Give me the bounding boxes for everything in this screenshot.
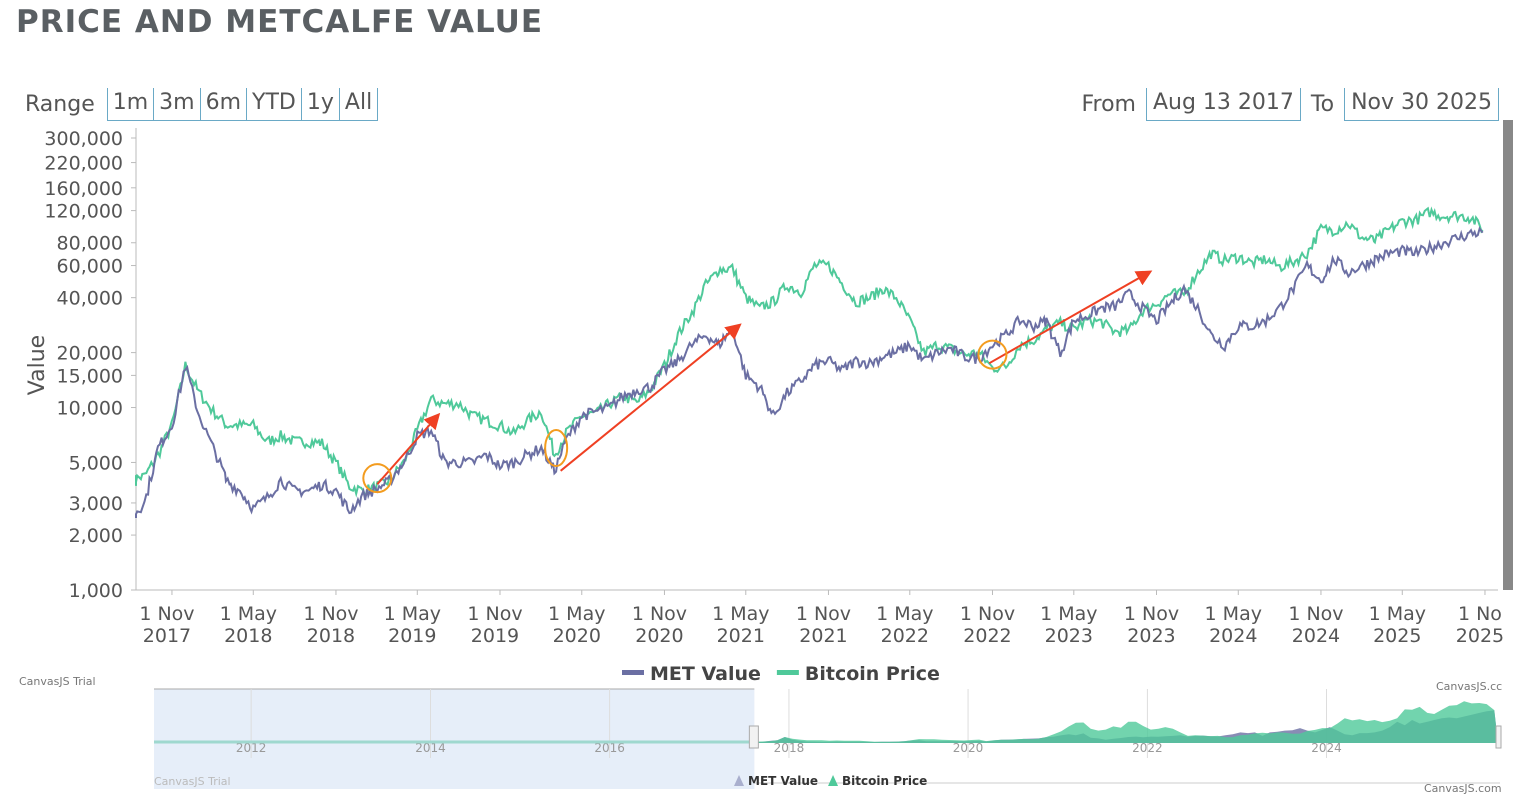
to-date-input[interactable]: Nov 30 2025 bbox=[1344, 88, 1499, 121]
from-label: From bbox=[1081, 92, 1136, 117]
range-button-3m[interactable]: 3m bbox=[153, 88, 200, 121]
y-axis-label: Value bbox=[25, 335, 50, 395]
scrollbar[interactable] bbox=[1503, 120, 1513, 590]
navigator-legend-marker bbox=[828, 775, 839, 786]
navigator-tick-label: 2014 bbox=[415, 741, 446, 755]
navigator-handle-left[interactable] bbox=[748, 725, 759, 749]
y-tick-label: 220,000 bbox=[44, 153, 123, 175]
range-label: Range bbox=[25, 92, 95, 117]
range-selector: Range 1m 3m 6m YTD 1y All bbox=[25, 88, 379, 121]
from-date-input[interactable]: Aug 13 2017 bbox=[1145, 88, 1301, 121]
x-tick-label: 1 May 2025 bbox=[1369, 603, 1426, 647]
x-tick-label: 1 Nov 2021 bbox=[796, 603, 851, 647]
navigator-tick-label: 2016 bbox=[594, 741, 625, 755]
navigator-unselected-region bbox=[154, 689, 755, 789]
annotation-arrow bbox=[376, 412, 441, 485]
y-tick-label: 3,000 bbox=[69, 493, 123, 515]
navigator-tick-label: 2022 bbox=[1132, 741, 1163, 755]
x-tick-label: 1 Nov 2023 bbox=[1124, 603, 1179, 647]
navigator-legend-item: MET Value bbox=[748, 774, 818, 788]
legend-marker bbox=[776, 670, 799, 675]
legend: MET Value Bitcoin Price bbox=[622, 663, 940, 685]
page-title: PRICE AND METCALFE VALUE bbox=[16, 4, 543, 40]
navigator-tick-label: 2024 bbox=[1311, 741, 1342, 755]
x-tick-label: 1 May 2023 bbox=[1040, 603, 1097, 647]
y-tick-label: 300,000 bbox=[44, 128, 123, 150]
series-line-met-value bbox=[135, 226, 1484, 518]
navigator-tick-label: 2018 bbox=[774, 741, 805, 755]
x-tick-label: 1 Nov 2022 bbox=[960, 603, 1015, 647]
y-tick-label: 1,000 bbox=[69, 580, 123, 602]
to-label: To bbox=[1310, 92, 1335, 117]
y-tick-label: 20,000 bbox=[57, 343, 123, 365]
y-tick-label: 5,000 bbox=[69, 452, 123, 474]
navigator-area-bitcoin-price bbox=[754, 701, 1498, 743]
legend-item: MET Value bbox=[650, 663, 761, 685]
y-tick-label: 60,000 bbox=[57, 256, 123, 278]
y-tick-label: 10,000 bbox=[57, 398, 123, 420]
watermark-left: CanvasJS Trial bbox=[19, 675, 96, 688]
x-tick-label: 1 May 2018 bbox=[220, 603, 277, 647]
x-tick-label: 1 May 2022 bbox=[876, 603, 933, 647]
navigator-handle-right[interactable] bbox=[1495, 725, 1502, 749]
range-button-1m[interactable]: 1m bbox=[106, 88, 154, 121]
y-tick-label: 160,000 bbox=[44, 178, 123, 200]
navigator-legend-marker bbox=[734, 775, 744, 786]
annotation-arrow bbox=[560, 323, 742, 472]
x-tick-label: 1 May 2024 bbox=[1205, 603, 1262, 647]
annotation-circle bbox=[544, 429, 569, 468]
range-button-all[interactable]: All bbox=[338, 88, 379, 121]
annotation-circle bbox=[977, 339, 1008, 370]
legend-marker bbox=[622, 670, 644, 675]
navigator-tick-label: 2012 bbox=[236, 741, 267, 755]
x-tick-label: 1 May 2019 bbox=[384, 603, 441, 647]
y-tick-label: 2,000 bbox=[69, 525, 123, 547]
navigator-tick-label: 2020 bbox=[953, 741, 984, 755]
navigator: 2012 2014 2016 2018 2020 2022 2024 CanvasJS Tri… bbox=[154, 680, 1502, 795]
range-button-ytd[interactable]: YTD bbox=[246, 88, 301, 121]
x-tick-label: 1 May 2020 bbox=[548, 603, 605, 647]
y-tick-label: 80,000 bbox=[57, 233, 123, 255]
x-axis: 1 Nov 2017 1 May 2018 1 Nov 2018 1 May 2019 1 No… bbox=[136, 589, 1504, 647]
x-tick-label: 1 May 2021 bbox=[712, 603, 769, 647]
legend-item: Bitcoin Price bbox=[805, 663, 940, 685]
range-button-6m[interactable]: 6m bbox=[199, 88, 247, 121]
range-button-1y[interactable]: 1y bbox=[300, 88, 339, 121]
series-line-bitcoin-price bbox=[135, 206, 1484, 498]
y-tick-label: 15,000 bbox=[57, 365, 123, 387]
x-tick-label: 1 Nov 2024 bbox=[1288, 603, 1343, 647]
annotation-arrow bbox=[988, 270, 1153, 365]
x-tick-label: 1 Nov 2017 bbox=[139, 603, 194, 647]
x-tick-label: 1 Nov 2019 bbox=[467, 603, 522, 647]
navigator-watermark: CanvasJS.com bbox=[1424, 782, 1502, 795]
x-tick-label: 1 No 2025 bbox=[1456, 603, 1504, 647]
y-tick-label: 120,000 bbox=[44, 201, 123, 223]
navigator-legend-item: Bitcoin Price bbox=[842, 774, 927, 788]
date-range-inputs: From Aug 13 2017 To Nov 30 2025 bbox=[1081, 88, 1499, 121]
annotation-circle bbox=[362, 463, 393, 494]
navigator-watermark: CanvasJS.cc bbox=[1436, 680, 1502, 693]
y-tick-label: 40,000 bbox=[57, 288, 123, 310]
navigator-watermark: CanvasJS Trial bbox=[154, 775, 231, 788]
x-tick-label: 1 Nov 2020 bbox=[632, 603, 687, 647]
x-tick-label: 1 Nov 2018 bbox=[303, 603, 358, 647]
